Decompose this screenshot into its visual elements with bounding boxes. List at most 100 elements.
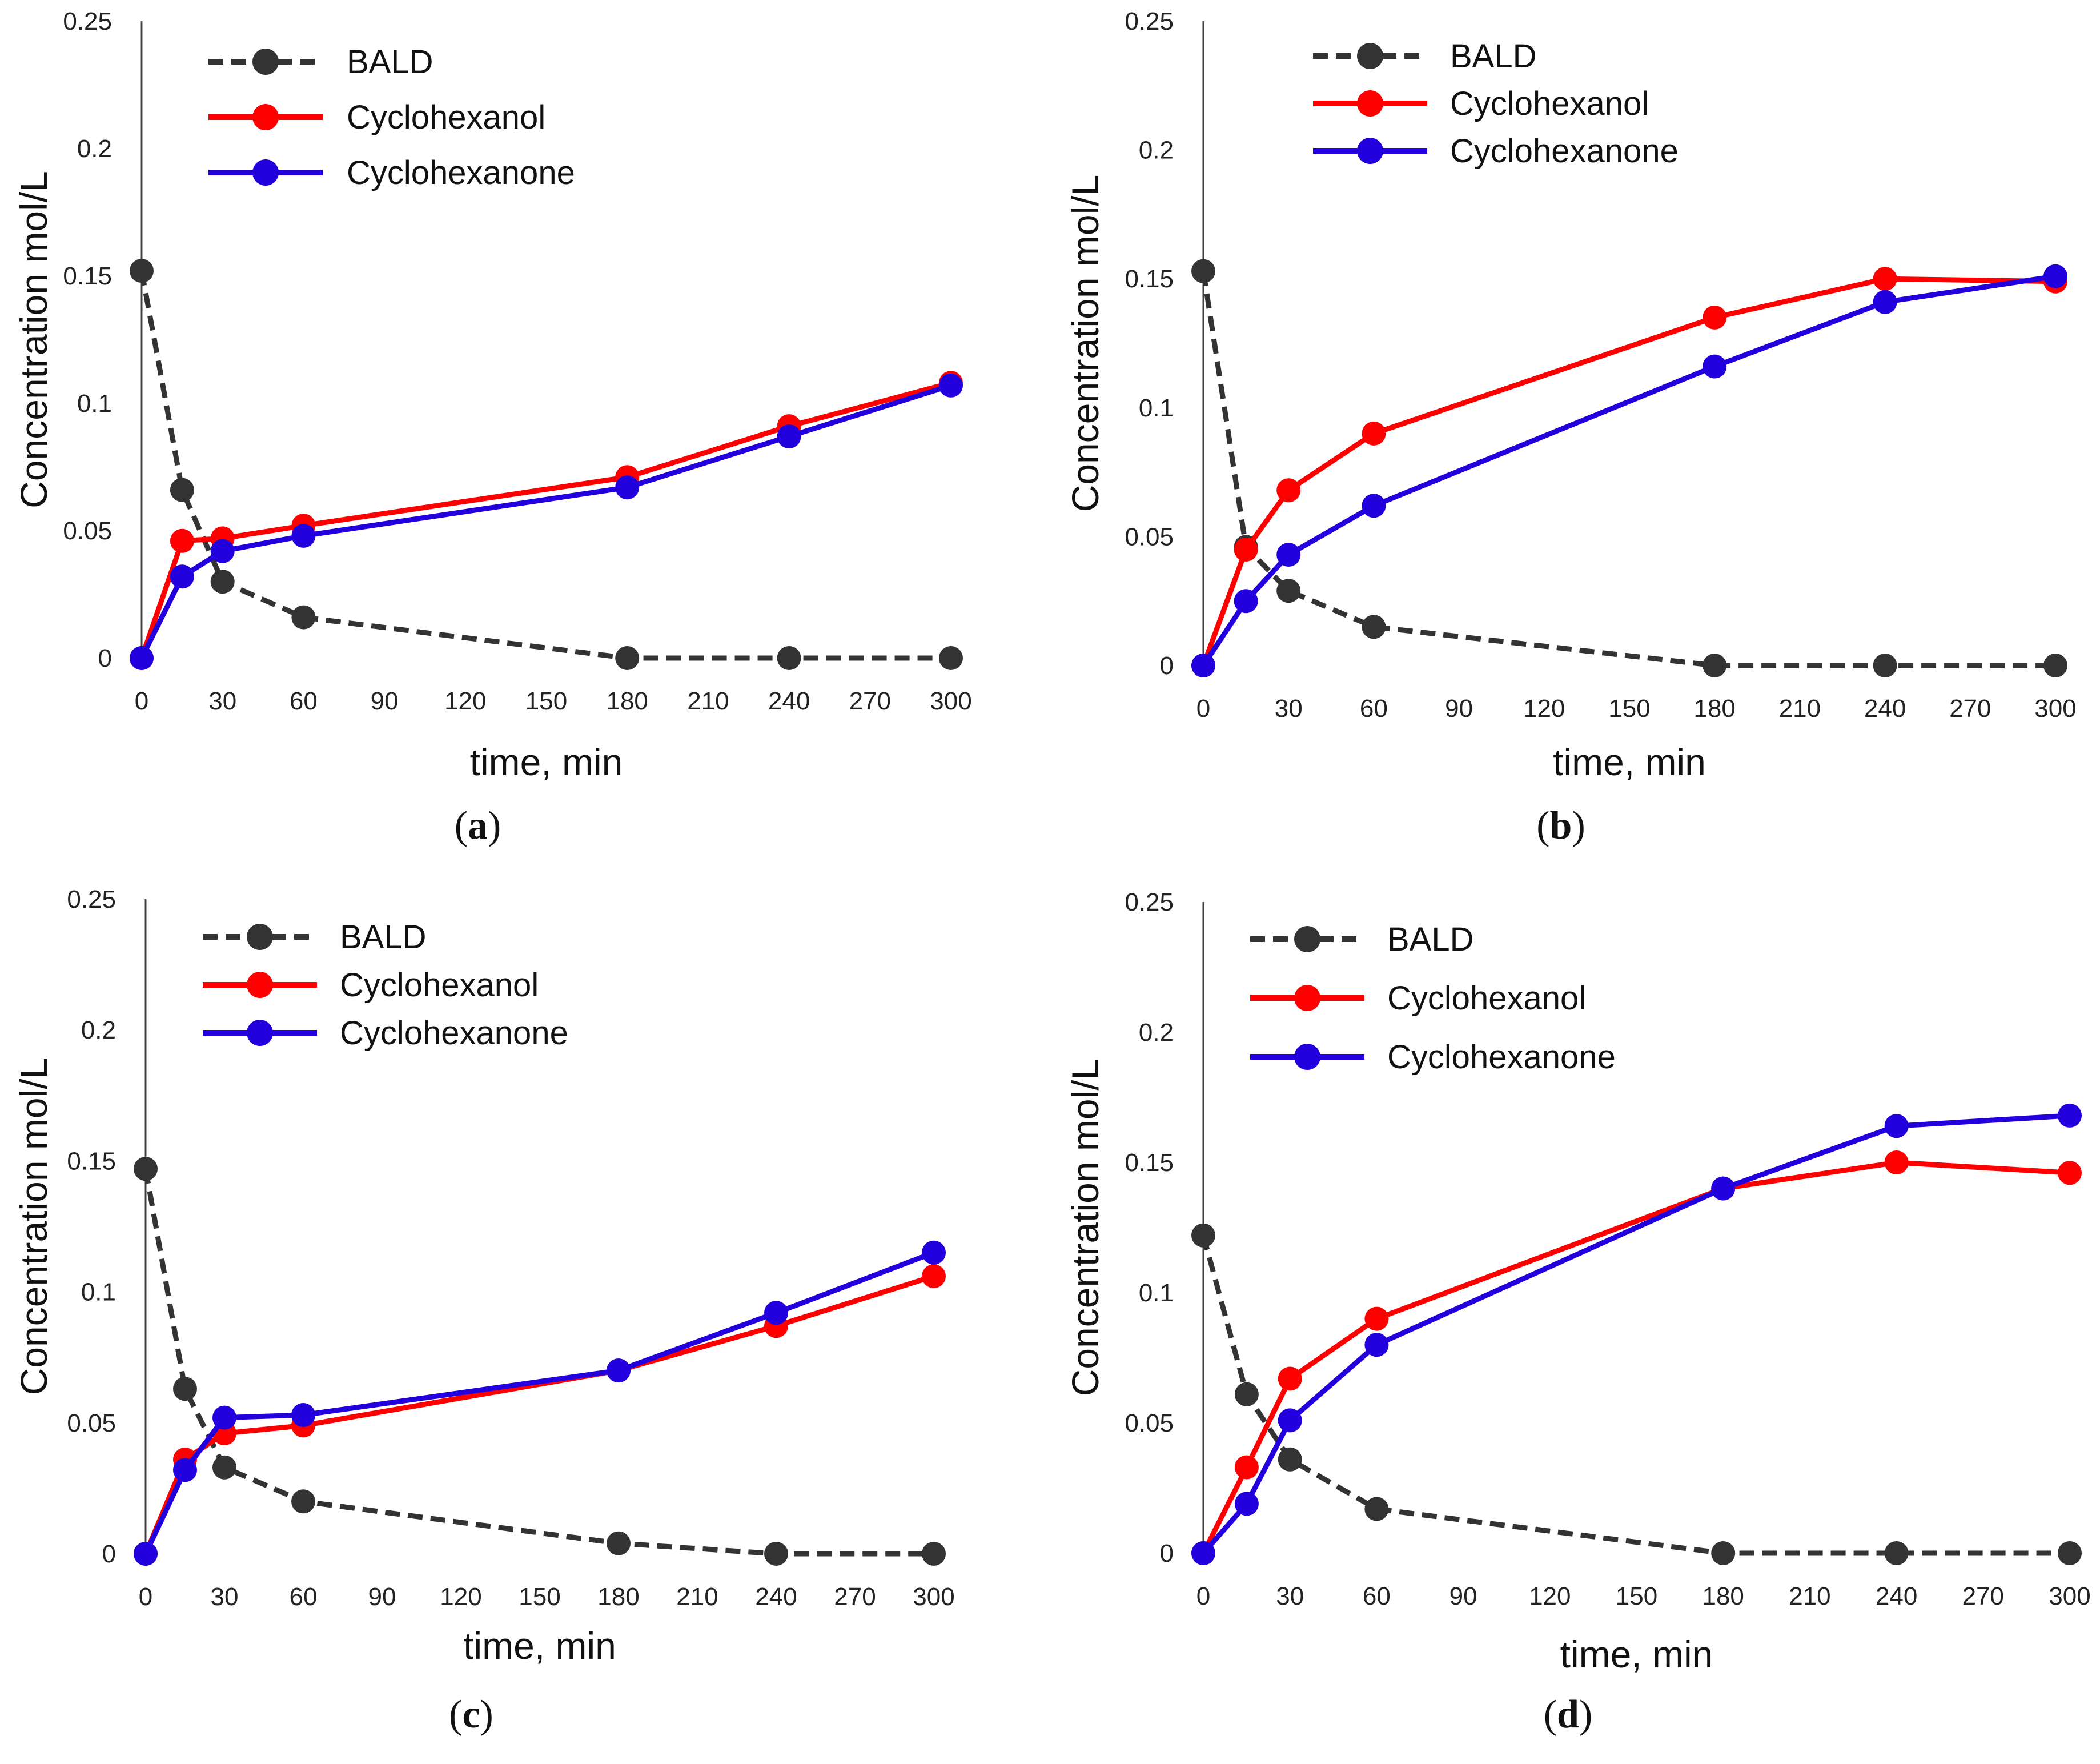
x-tick-label-b-5: 150 — [1608, 695, 1650, 723]
point-cyclohexanone-d-4 — [1711, 1176, 1736, 1201]
point-bald-a-4 — [615, 646, 640, 670]
legend-marker-cyclohexanol-c — [247, 972, 273, 998]
legend-marker-bald-b — [1357, 43, 1383, 69]
point-cyclohexanol-b-1 — [1234, 538, 1258, 562]
series-line-bald-d — [1200, 1234, 2070, 1556]
series-line-cyclohexanone-c — [143, 1250, 935, 1555]
x-tick-label-b-3: 90 — [1445, 695, 1473, 723]
legend-label-cyclohexanone-c: Cyclohexanone — [340, 1015, 568, 1052]
y-axis-title-a: Concentration mol/L — [13, 171, 55, 508]
x-tick-label-c-2: 60 — [290, 1583, 318, 1611]
legend-marker-bald-c — [247, 924, 273, 950]
y-tick-label-b-0: 0 — [1160, 652, 1174, 680]
y-tick-label-c-2: 0.1 — [81, 1278, 116, 1306]
x-tick-label-c-9: 270 — [834, 1583, 876, 1611]
y-tick-label-d-0: 0 — [1160, 1540, 1174, 1567]
y-tick-label-d-5: 0.25 — [1125, 888, 1174, 916]
y-tick-label-a-4: 0.2 — [77, 135, 112, 163]
x-tick-label-c-6: 180 — [597, 1583, 639, 1611]
legend-label-cyclohexanol-d: Cyclohexanol — [1387, 980, 1586, 1017]
y-tick-label-a-0: 0 — [98, 644, 112, 672]
point-cyclohexanol-b-3 — [1362, 421, 1386, 446]
x-tick-label-b-2: 60 — [1360, 695, 1388, 723]
x-axis-title-c: time, min — [463, 1625, 616, 1667]
point-cyclohexanone-d-5 — [1884, 1114, 1909, 1138]
point-cyclohexanone-a-4 — [615, 475, 640, 500]
point-cyclohexanone-a-3 — [291, 523, 316, 548]
y-tick-label-b-2: 0.1 — [1139, 394, 1174, 422]
x-tick-label-d-0: 0 — [1196, 1582, 1210, 1610]
legend-marker-bald-a — [252, 49, 279, 75]
y-tick-label-a-5: 0.25 — [63, 7, 112, 35]
point-cyclohexanone-b-1 — [1234, 589, 1258, 614]
series-line-cyclohexanone-a — [139, 383, 952, 660]
legend-label-cyclohexanone-b: Cyclohexanone — [1450, 133, 1679, 170]
point-bald-a-0 — [130, 259, 154, 283]
point-bald-d-1 — [1234, 1382, 1259, 1406]
point-bald-d-0 — [1191, 1223, 1215, 1248]
point-bald-c-2 — [212, 1455, 236, 1480]
y-tick-label-b-4: 0.2 — [1139, 137, 1174, 165]
series-line-bald-a — [139, 270, 951, 661]
x-tick-label-b-4: 120 — [1523, 695, 1565, 723]
x-tick-label-d-9: 270 — [1962, 1582, 2004, 1610]
y-axis-title-d: Concentration mol/L — [1064, 1059, 1106, 1397]
point-bald-a-2 — [210, 570, 235, 594]
point-bald-b-4 — [1703, 654, 1727, 677]
x-tick-label-b-0: 0 — [1196, 695, 1210, 723]
legend-marker-cyclohexanol-a — [252, 104, 279, 130]
series-line-bald-b — [1200, 271, 2055, 668]
point-cyclohexanol-b-5 — [1873, 267, 1897, 291]
point-cyclohexanone-b-0 — [1191, 654, 1215, 677]
point-cyclohexanone-c-6 — [922, 1240, 946, 1265]
x-tick-label-d-10: 300 — [2049, 1582, 2090, 1610]
point-cyclohexanol-d-1 — [1234, 1455, 1259, 1480]
legend-label-cyclohexanol-b: Cyclohexanol — [1450, 85, 1649, 122]
x-tick-label-b-8: 240 — [1864, 695, 1906, 723]
x-tick-label-d-5: 150 — [1616, 1582, 1657, 1610]
y-tick-label-d-4: 0.2 — [1139, 1019, 1174, 1047]
point-cyclohexanone-a-5 — [777, 424, 801, 448]
x-tick-label-c-4: 120 — [440, 1583, 481, 1611]
chart-d-svg: 0 0.05 0.1 0.15 0.2 0.25 0 30 60 90 120 150 180 210 24… — [1064, 888, 2091, 1737]
point-cyclohexanone-c-0 — [134, 1542, 158, 1566]
point-cyclohexanone-d-6 — [2058, 1103, 2082, 1128]
x-tick-label-d-2: 60 — [1363, 1582, 1391, 1610]
chart-a-svg: 0 0.05 0.1 0.15 0.2 0.25 0 30 60 90 120 150 180 210 24… — [13, 7, 972, 848]
point-bald-c-5 — [764, 1542, 788, 1566]
legend-marker-cyclohexanone-b — [1357, 138, 1383, 164]
legend-marker-cyclohexanol-b — [1357, 90, 1383, 117]
x-tick-label-c-10: 300 — [913, 1583, 954, 1611]
y-tick-label-a-2: 0.1 — [77, 390, 112, 418]
legend-label-cyclohexanone-a: Cyclohexanone — [347, 154, 575, 191]
series-line-cyclohexanone-b — [1201, 274, 2056, 667]
legend-marker-cyclohexanone-c — [247, 1020, 273, 1046]
y-tick-label-d-2: 0.1 — [1139, 1279, 1174, 1307]
point-cyclohexanone-a-1 — [170, 564, 194, 589]
point-bald-a-3 — [291, 605, 316, 630]
point-cyclohexanone-c-1 — [173, 1458, 197, 1482]
legend-label-bald-a: BALD — [347, 43, 433, 81]
x-tick-label-a-7: 210 — [687, 687, 729, 715]
x-tick-label-d-3: 90 — [1449, 1582, 1477, 1610]
point-cyclohexanone-c-4 — [607, 1358, 631, 1383]
point-cyclohexanol-d-6 — [2058, 1161, 2082, 1185]
panel-label-c: (c) — [449, 1693, 493, 1737]
x-tick-label-d-8: 240 — [1876, 1582, 1917, 1610]
y-tick-label-c-0: 0 — [102, 1540, 116, 1568]
point-bald-b-6 — [2043, 654, 2067, 677]
x-tick-label-c-1: 30 — [211, 1583, 239, 1611]
y-tick-label-a-3: 0.15 — [63, 262, 112, 290]
x-tick-label-b-1: 30 — [1275, 695, 1303, 723]
point-cyclohexanone-a-0 — [130, 646, 154, 670]
legend-label-cyclohexanol-c: Cyclohexanol — [340, 967, 539, 1004]
x-tick-label-d-7: 210 — [1789, 1582, 1830, 1610]
x-tick-label-b-9: 270 — [1949, 695, 1991, 723]
point-cyclohexanol-d-2 — [1278, 1366, 1302, 1391]
x-tick-label-a-6: 180 — [606, 687, 648, 715]
point-bald-d-4 — [1711, 1541, 1736, 1565]
x-tick-label-a-1: 30 — [208, 687, 236, 715]
x-tick-label-c-3: 90 — [368, 1583, 396, 1611]
x-tick-label-b-7: 210 — [1779, 695, 1821, 723]
